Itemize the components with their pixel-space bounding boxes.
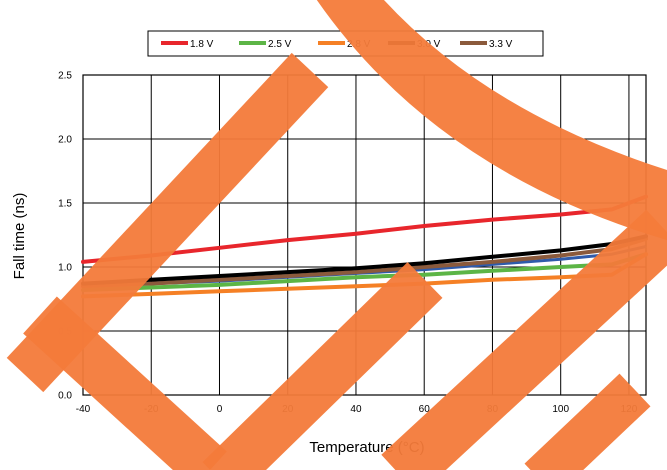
x-tick-label: -40 [76, 404, 91, 415]
y-tick-label: 1.5 [58, 199, 72, 210]
x-tick-label: 60 [419, 404, 431, 415]
overlay-shapes [6, 0, 667, 470]
x-tick-label: 40 [350, 404, 362, 415]
overlay-stroke [524, 373, 651, 470]
x-tick-label: 0 [217, 404, 223, 415]
overlay-stroke [23, 296, 227, 470]
overlay-stroke [381, 209, 667, 470]
legend-label: 1.8 V [190, 39, 214, 50]
legend-label: 2.5 V [268, 39, 292, 50]
legend-label: 3.3 V [489, 39, 513, 50]
overlay-arc [316, 0, 667, 240]
y-tick-label: 2.5 [58, 71, 72, 82]
y-tick-label: 2.0 [58, 135, 72, 146]
y-axis-title: Fall time (ns) [11, 193, 28, 280]
overlay-stroke [202, 262, 443, 470]
series-line-3-0-v [81, 234, 648, 286]
x-tick-label: 100 [552, 404, 569, 415]
series-line-1-8-v [81, 194, 648, 264]
y-tick-label: 1.0 [58, 263, 72, 274]
y-tick-label: 0.0 [58, 391, 72, 402]
series-line-3-3-v [81, 236, 648, 289]
